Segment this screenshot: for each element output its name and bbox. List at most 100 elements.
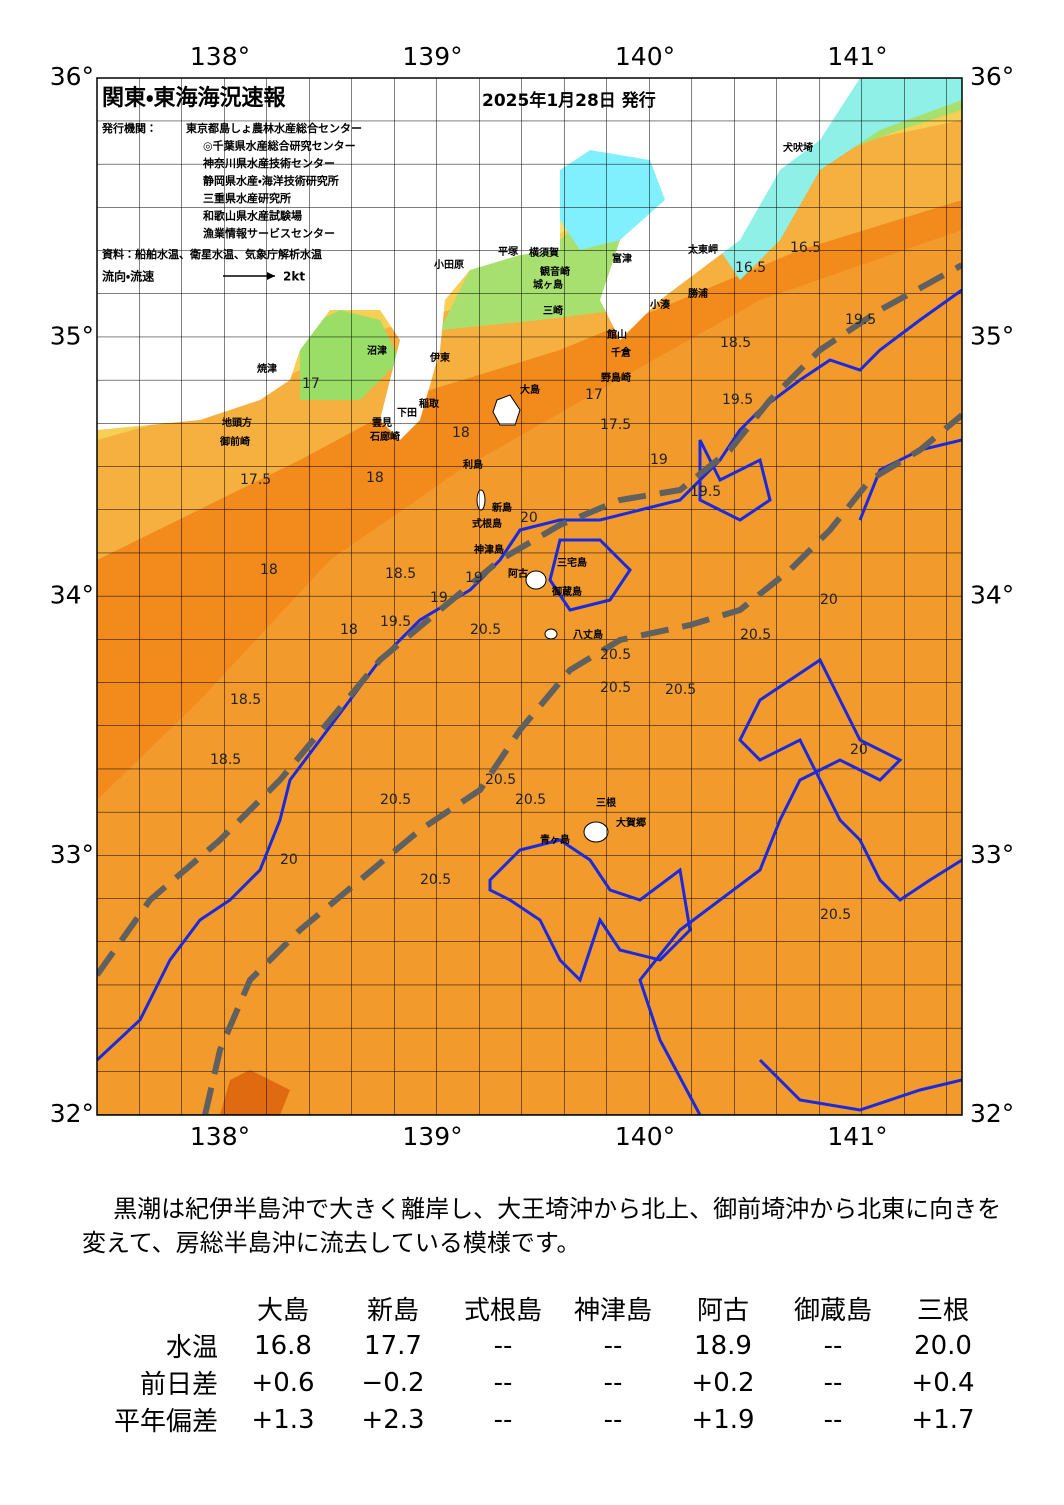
contour-label: 16.5 <box>735 260 766 276</box>
table-cell: -- <box>493 1404 513 1435</box>
issuer: 漁業情報サービスセンター <box>203 226 335 240</box>
place-label: 小湊 <box>649 298 671 311</box>
place-label: 大賀郷 <box>616 816 646 829</box>
place-label: 御前崎 <box>219 435 250 448</box>
contour-label: 19 <box>465 570 483 586</box>
map: 関東・東海海況速報 2025年1月28日 発行 発行機関： 資料：船舶水温、衛星… <box>50 42 1015 1151</box>
lat-label-left: 35° <box>50 321 94 350</box>
contour-label: 18.5 <box>720 335 751 351</box>
table-cell: +0.6 <box>251 1367 315 1398</box>
place-label: 御蔵島 <box>551 585 582 598</box>
lat-label-right: 35° <box>970 321 1014 350</box>
table-cell: +0.4 <box>911 1367 975 1398</box>
contour-label: 16.5 <box>790 240 821 256</box>
table-cell: 20.0 <box>914 1330 972 1361</box>
place-label: 城ヶ島 <box>533 278 563 291</box>
contour-label: 20.5 <box>820 907 851 923</box>
issuer-label: 発行機関： <box>101 121 157 135</box>
place-label: 地頭方 <box>222 416 252 429</box>
lon-label-bottom: 139° <box>402 1122 462 1151</box>
contour-label: 20.5 <box>515 792 546 808</box>
place-label: 野島崎 <box>601 371 631 384</box>
flow-label: 流向・流速 <box>102 269 154 284</box>
lon-label-top: 141° <box>827 42 887 71</box>
corner <box>88 1290 228 1327</box>
contour-label: 18.5 <box>385 566 416 582</box>
isotherm-20 <box>97 288 962 1115</box>
place-label: 雲見 <box>372 417 392 429</box>
table-cell: +1.7 <box>911 1404 975 1435</box>
place-label: 横須賀 <box>529 246 559 259</box>
place-label: 神津島 <box>473 543 504 556</box>
column-header: 三根 <box>916 1296 969 1326</box>
place-label: 大島 <box>520 383 540 396</box>
contour-label: 20 <box>280 852 298 868</box>
contour-label: 20.5 <box>600 680 631 696</box>
lon-label-top: 140° <box>615 42 675 71</box>
contour-label: 20 <box>820 592 838 608</box>
lat-label-left: 36° <box>50 62 94 91</box>
column-header: 神津島 <box>573 1296 652 1326</box>
sea-temperature <box>97 78 962 1115</box>
sources: 資料：船舶水温、衛星水温、気象庁解析水温 <box>102 247 322 261</box>
contour-label: 18 <box>260 562 278 578</box>
table-cell: -- <box>823 1330 843 1361</box>
table-cell: +0.2 <box>691 1367 755 1398</box>
map-title: 関東・東海海況速報 <box>102 85 286 111</box>
contour-label: 19 <box>650 452 668 468</box>
contour-label: 19.5 <box>845 312 876 328</box>
place-label: 八丈島 <box>573 628 603 641</box>
table-cell: -- <box>493 1330 513 1361</box>
table-cell: -- <box>603 1330 623 1361</box>
contour-label: 19.5 <box>380 614 411 630</box>
place-label: 太東岬 <box>687 243 718 256</box>
grid <box>97 78 962 1115</box>
table-cell: 16.8 <box>254 1330 312 1361</box>
column-header: 式根島 <box>463 1296 542 1326</box>
kuroshio-axis <box>97 262 962 1115</box>
issuer: 和歌山県水産試験場 <box>203 209 302 223</box>
table-row: 平年偏差 +1.3 +2.3 -- -- +1.9 -- +1.7 <box>88 1401 998 1438</box>
place-label: 新島 <box>491 501 512 514</box>
place-label: 勝浦 <box>688 287 708 300</box>
place-label: 下田 <box>397 407 417 419</box>
lon-label-top: 139° <box>402 42 462 71</box>
issuer: ◎千葉県水産総合研究センター <box>203 139 356 153</box>
contour-label: 20.5 <box>740 627 771 643</box>
note: 黒潮は紀伊半島沖で大きく離岸し、大王埼沖から北上、御前埼沖から北東に向きを変えて… <box>82 1195 1002 1257</box>
table-row: 前日差 +0.6 −0.2 -- -- +0.2 -- +0.4 <box>88 1364 998 1401</box>
contour-label: 20.5 <box>665 682 696 698</box>
table-cell: 18.9 <box>694 1330 752 1361</box>
column-header: 御蔵島 <box>793 1296 872 1326</box>
place-label: 小田原 <box>433 258 464 271</box>
column-header: 大島 <box>256 1296 309 1326</box>
contour-label: 20.5 <box>485 772 516 788</box>
place-label: 三根 <box>596 796 617 809</box>
contour-label: 20.5 <box>470 622 501 638</box>
table-cell: -- <box>823 1404 843 1435</box>
place-label: 青ヶ島 <box>540 833 570 846</box>
contour-label: 18.5 <box>210 752 241 768</box>
place-label: 沼津 <box>367 344 387 357</box>
contour-label: 20 <box>520 510 538 526</box>
column-header: 新島 <box>366 1296 419 1326</box>
temperature-table: 大島 新島 式根島 神津島 阿古 御蔵島 三根 水温 16.8 17.7 -- -- 18.9 -- 20.… <box>88 1290 998 1438</box>
lon-label-top: 138° <box>190 42 250 71</box>
table-cell: 17.7 <box>364 1330 422 1361</box>
place-label: 稲取 <box>419 397 440 410</box>
lon-label-bottom: 141° <box>827 1122 887 1151</box>
contour-label: 20.5 <box>380 792 411 808</box>
table-cell: -- <box>603 1404 623 1435</box>
place-label: 利島 <box>463 458 483 471</box>
row-header: 水温 <box>165 1333 218 1363</box>
place-label: 阿古 <box>508 567 528 580</box>
contour-label: 17 <box>302 376 320 392</box>
lat-label-right: 34° <box>970 581 1014 610</box>
place-label: 犬吠埼 <box>783 141 813 154</box>
table-cell: +1.3 <box>251 1404 315 1435</box>
table-cell: +2.3 <box>361 1404 425 1435</box>
contour-label: 19.5 <box>722 392 753 408</box>
lat-label-left: 34° <box>50 581 94 610</box>
issuer: 神奈川県水産技術センター <box>202 156 335 170</box>
